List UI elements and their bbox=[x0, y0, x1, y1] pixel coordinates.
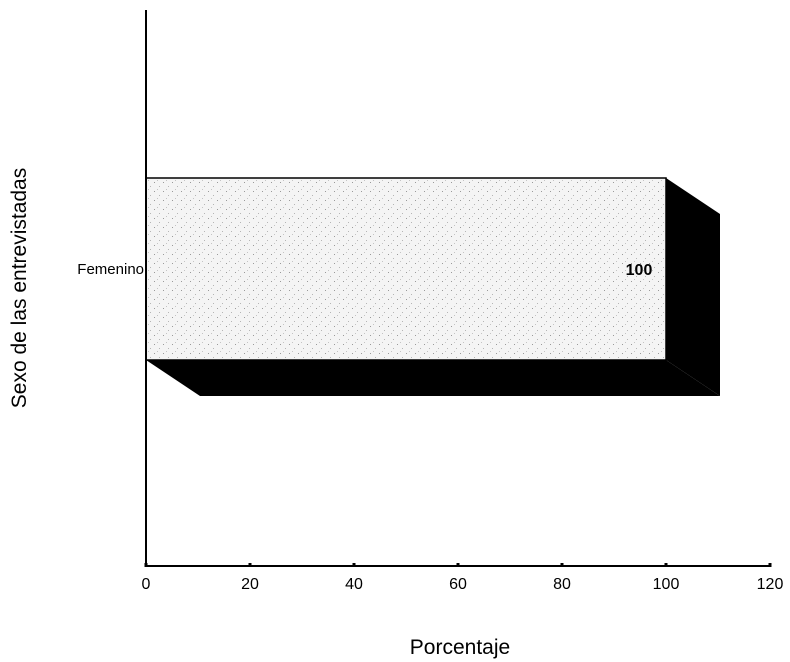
x-tick-mark bbox=[248, 563, 252, 567]
x-tick-mark bbox=[352, 563, 356, 567]
x-tick-label: 100 bbox=[653, 576, 680, 593]
x-tick-label: 60 bbox=[449, 576, 467, 593]
x-tick-mark bbox=[560, 563, 564, 567]
x-tick-label: 80 bbox=[553, 576, 571, 593]
bar-femenino bbox=[145, 177, 667, 361]
x-tick-label: 0 bbox=[142, 576, 151, 593]
y-axis-label: Sexo de las entrevistadas bbox=[8, 168, 31, 408]
x-tick-mark bbox=[456, 563, 460, 567]
bar-side-shadow bbox=[666, 178, 720, 396]
x-tick-label: 40 bbox=[345, 576, 363, 593]
x-axis-label: Porcentaje bbox=[410, 636, 510, 659]
bars-group: 100 Femenino bbox=[77, 177, 720, 396]
x-tick-label: 120 bbox=[757, 576, 784, 593]
x-tick-label: 20 bbox=[241, 576, 259, 593]
x-tick-mark bbox=[768, 563, 772, 567]
bar-bottom-shadow bbox=[146, 360, 720, 396]
x-tick-mark bbox=[144, 563, 148, 567]
data-label: 100 bbox=[626, 262, 653, 279]
x-ticks-group: 0 20 40 60 80 100 120 bbox=[142, 563, 784, 593]
category-label: Femenino bbox=[77, 261, 144, 278]
x-tick-mark bbox=[664, 563, 668, 567]
